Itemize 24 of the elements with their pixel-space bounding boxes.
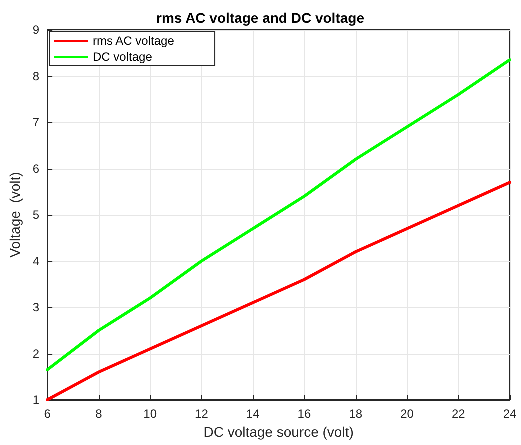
x-tick-label: 18 (349, 407, 363, 421)
y-tick-label: 3 (32, 300, 40, 314)
x-tick-label: 22 (452, 407, 466, 421)
y-tick-label: 8 (32, 69, 40, 84)
y-tick-label: 4 (32, 254, 40, 268)
y-tick-label: 7 (32, 116, 40, 130)
x-tick-label: 14 (246, 407, 260, 421)
x-tick-label: 24 (503, 407, 517, 421)
y-tick-label: 5 (32, 208, 40, 222)
x-axis-title: DC voltage source (volt) (204, 424, 354, 440)
x-tick-label: 6 (44, 407, 52, 421)
y-tick-label: 1 (32, 393, 40, 407)
x-tick-label: 12 (195, 407, 209, 421)
x-tick-label: 20 (400, 407, 414, 421)
y-tick-label: 2 (32, 346, 40, 361)
legend-label: rms AC voltage (93, 34, 175, 48)
x-tick-label: 8 (96, 407, 103, 421)
y-tick-label: 9 (32, 23, 40, 37)
legend-label: DC voltage (93, 50, 153, 64)
x-tick-label: 16 (298, 407, 312, 421)
x-tick-label: 10 (144, 407, 158, 421)
y-axis-title: Voltage (volt) (7, 172, 23, 258)
y-tick-label: 6 (32, 162, 40, 176)
chart-title: rms AC voltage and DC voltage (156, 10, 365, 26)
